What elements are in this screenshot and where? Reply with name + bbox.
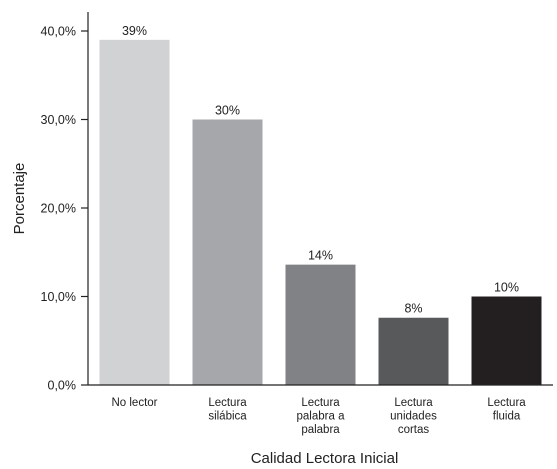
y-tick-label: 10,0% <box>41 290 76 304</box>
data-label: 8% <box>404 302 422 316</box>
y-axis-title: Porcentaje <box>11 163 28 235</box>
y-tick-label: 0,0% <box>48 379 77 393</box>
bars <box>99 39 542 385</box>
data-label: 39% <box>122 24 147 38</box>
x-tick-label-line: cortas <box>398 424 430 436</box>
data-label: 14% <box>308 249 333 263</box>
bar <box>99 39 170 385</box>
x-tick-label-line: Lectura <box>301 397 340 409</box>
x-tick-label-line: unidades <box>390 411 437 423</box>
x-tick-label-line: silábica <box>208 411 247 423</box>
y-tick-label: 30,0% <box>41 113 76 127</box>
x-tick-label: Lectura unidades cortas <box>390 397 437 436</box>
x-tick-label-line: fluida <box>493 411 521 423</box>
x-tick-label: No lector <box>111 397 157 409</box>
data-label: 10% <box>494 281 519 295</box>
x-tick-label: Lectura fluida <box>487 397 526 423</box>
x-tick-label-line: No lector <box>111 397 157 409</box>
x-axis-title: Calidad Lectora Inicial <box>251 450 399 467</box>
x-tick-label-line: palabra a <box>297 411 346 423</box>
x-tick-label-line: Lectura <box>487 397 526 409</box>
x-axis-category-labels: No lector Lectura silábica Lectura palabra a… <box>111 397 526 436</box>
bar <box>378 317 449 385</box>
x-tick-label-line: Lectura <box>208 397 247 409</box>
bar <box>285 264 356 385</box>
y-tick-label: 40,0% <box>41 25 76 39</box>
x-tick-label: Lectura silábica <box>208 397 247 423</box>
data-labels: 39% 30% 14% 8% 10% <box>122 24 519 316</box>
x-tick-label: Lectura palabra a palabra <box>297 397 346 436</box>
bar <box>471 296 542 385</box>
y-tick-label: 20,0% <box>41 202 76 216</box>
x-tick-label-line: palabra <box>301 424 340 436</box>
bar <box>192 119 263 385</box>
x-tick-label-line: Lectura <box>394 397 433 409</box>
data-label: 30% <box>215 104 240 118</box>
y-axis-ticks: 0,0% 10,0% 20,0% 30,0% 40,0% <box>41 25 88 393</box>
